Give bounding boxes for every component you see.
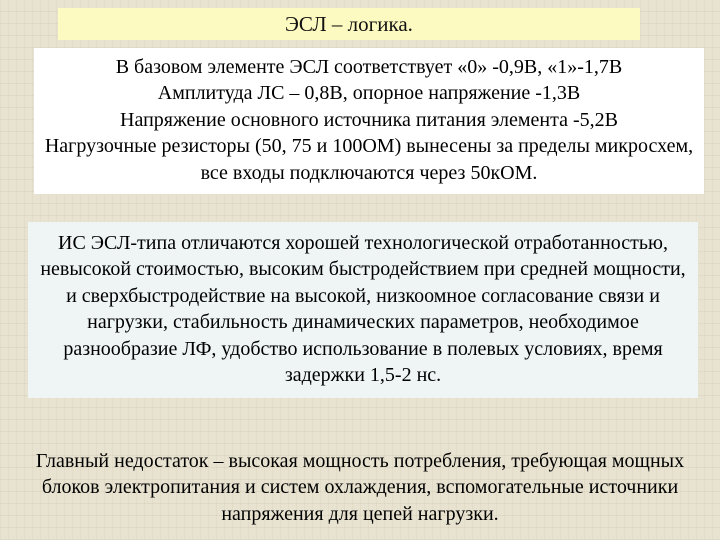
paragraph-1: В базовом элементе ЭСЛ соответствует «0»… <box>34 48 704 194</box>
para1-line4: Нагрузочные резисторы (50, 75 и 100ОМ) в… <box>44 133 694 186</box>
paragraph-3: Главный недостаток – высокая мощность по… <box>18 448 702 527</box>
para1-line2: Амплитуда ЛС – 0,8В, опорное напряжение … <box>44 80 694 106</box>
para1-line1: В базовом элементе ЭСЛ соответствует «0»… <box>44 54 694 80</box>
para2-text: ИС ЭСЛ-типа отличаются хорошей технологи… <box>40 232 685 386</box>
title-box: ЭСЛ – логика. <box>58 8 640 40</box>
title-text: ЭСЛ – логика. <box>285 12 413 37</box>
paragraph-2: ИС ЭСЛ-типа отличаются хорошей технологи… <box>28 222 698 398</box>
para1-line3: Напряжение основного источника питания э… <box>44 107 694 133</box>
para3-text: Главный недостаток – высокая мощность по… <box>36 450 684 525</box>
